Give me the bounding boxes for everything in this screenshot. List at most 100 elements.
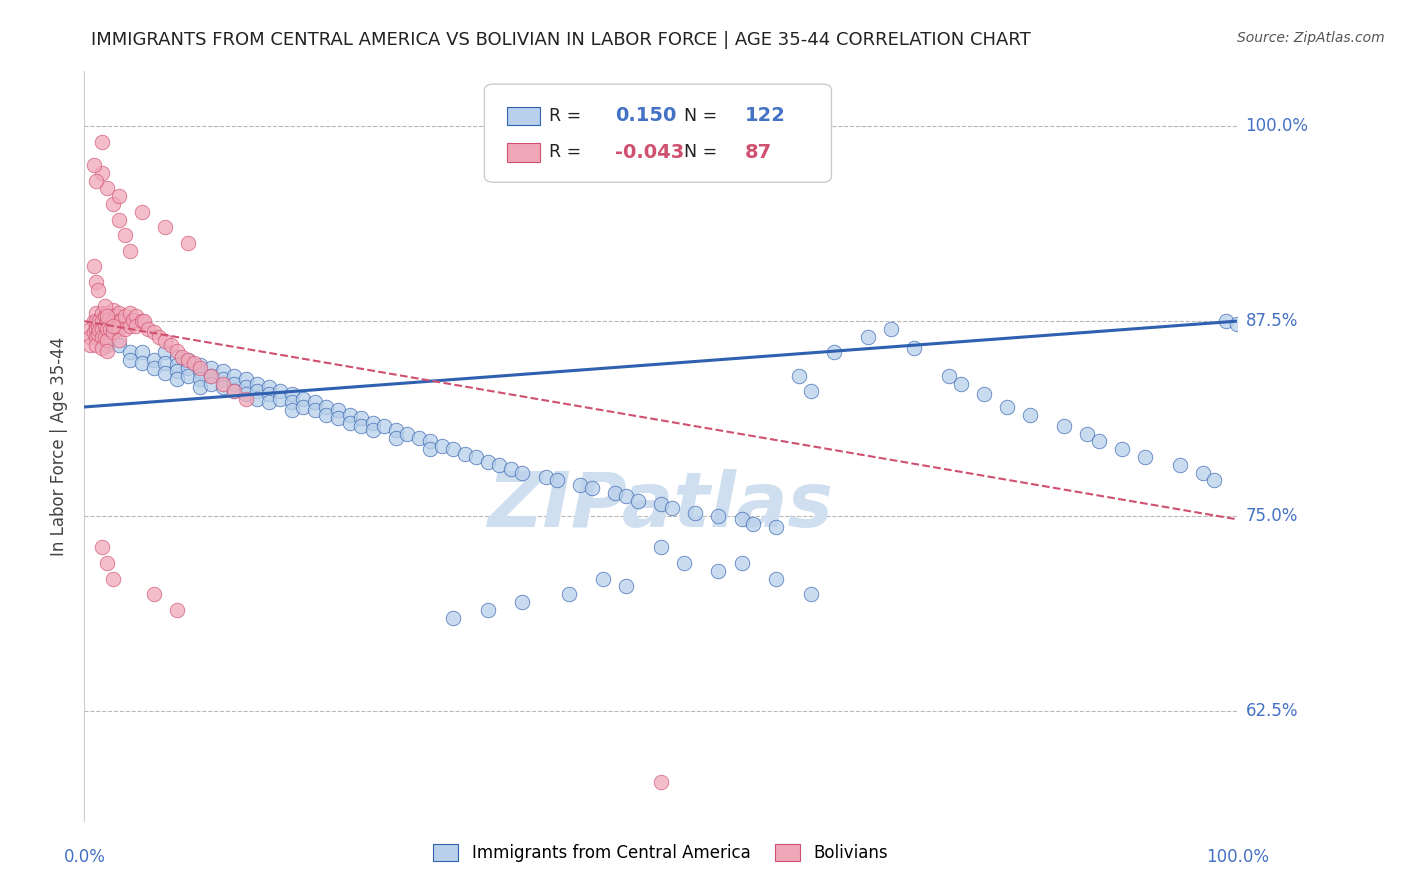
Point	[105, 318, 128, 333]
Point	[257, 379, 280, 393]
Point	[685, 506, 707, 520]
Point	[224, 384, 246, 399]
Point	[121, 312, 143, 326]
Point	[84, 329, 107, 343]
Point	[224, 376, 246, 391]
Text: -0.043: -0.043	[614, 143, 683, 161]
Point	[326, 403, 349, 417]
Point	[880, 322, 903, 336]
Point	[188, 364, 211, 378]
Point	[90, 135, 112, 149]
Text: 75.0%: 75.0%	[1246, 508, 1298, 525]
Point	[177, 360, 200, 375]
Point	[188, 372, 211, 386]
Point	[224, 368, 246, 383]
Text: Source: ZipAtlas.com: Source: ZipAtlas.com	[1237, 31, 1385, 45]
Point	[125, 310, 148, 324]
Point	[765, 520, 787, 534]
Point	[1088, 434, 1111, 449]
Point	[787, 368, 810, 383]
Point	[246, 376, 269, 391]
Point	[800, 587, 823, 601]
Point	[627, 493, 650, 508]
Point	[441, 442, 464, 456]
Point	[200, 360, 222, 375]
Point	[1076, 426, 1098, 441]
Point	[125, 318, 148, 333]
FancyBboxPatch shape	[508, 144, 540, 162]
Point	[84, 337, 107, 351]
Point	[650, 497, 672, 511]
Point	[1215, 314, 1237, 328]
Point	[110, 314, 132, 328]
Point	[1111, 442, 1133, 456]
Text: 62.5%: 62.5%	[1246, 702, 1298, 721]
Point	[153, 220, 176, 235]
Point	[94, 298, 117, 312]
Point	[166, 350, 188, 364]
Point	[269, 384, 291, 399]
Point	[246, 384, 269, 399]
Point	[90, 329, 112, 343]
Point	[765, 572, 787, 586]
Point	[94, 329, 117, 343]
Point	[672, 556, 695, 570]
Point	[96, 337, 118, 351]
Point	[84, 322, 107, 336]
Point	[114, 310, 136, 324]
Point	[166, 364, 188, 378]
Point	[569, 478, 592, 492]
Point	[200, 368, 222, 383]
Point	[142, 587, 165, 601]
Point	[730, 512, 752, 526]
Point	[136, 322, 159, 336]
Point	[153, 334, 176, 349]
Point	[114, 228, 136, 243]
Point	[114, 322, 136, 336]
Point	[499, 462, 522, 476]
Point	[183, 356, 205, 370]
Point	[603, 485, 626, 500]
Point	[177, 368, 200, 383]
Point	[304, 395, 326, 409]
Point	[454, 447, 477, 461]
Point	[211, 376, 233, 391]
Point	[79, 329, 101, 343]
Point	[246, 392, 269, 407]
Text: R =: R =	[548, 106, 581, 125]
Point	[142, 353, 165, 368]
Point	[281, 395, 304, 409]
Point	[419, 442, 441, 456]
Point	[90, 322, 112, 336]
Point	[292, 400, 315, 414]
Point	[89, 314, 111, 328]
Text: N =: N =	[683, 106, 717, 125]
Point	[103, 325, 124, 339]
Point	[1226, 317, 1249, 331]
Point	[103, 303, 124, 318]
Point	[108, 306, 131, 320]
Point	[211, 364, 233, 378]
Point	[384, 423, 406, 437]
Point	[90, 166, 112, 180]
Point	[650, 541, 672, 555]
Point	[800, 384, 823, 399]
Point	[131, 314, 153, 328]
Point	[592, 572, 614, 586]
Point	[373, 418, 395, 433]
Point	[96, 310, 118, 324]
Point	[142, 360, 165, 375]
Text: IMMIGRANTS FROM CENTRAL AMERICA VS BOLIVIAN IN LABOR FORCE | AGE 35-44 CORRELATI: IMMIGRANTS FROM CENTRAL AMERICA VS BOLIV…	[91, 31, 1031, 49]
Y-axis label: In Labor Force | Age 35-44: In Labor Force | Age 35-44	[51, 336, 69, 556]
Point	[84, 314, 107, 328]
Point	[96, 556, 118, 570]
Point	[120, 318, 142, 333]
Point	[200, 368, 222, 383]
Point	[581, 481, 603, 495]
Point	[188, 379, 211, 393]
Point	[83, 158, 105, 172]
Point	[534, 470, 557, 484]
FancyBboxPatch shape	[485, 84, 831, 182]
Point	[105, 310, 128, 324]
Point	[79, 337, 101, 351]
